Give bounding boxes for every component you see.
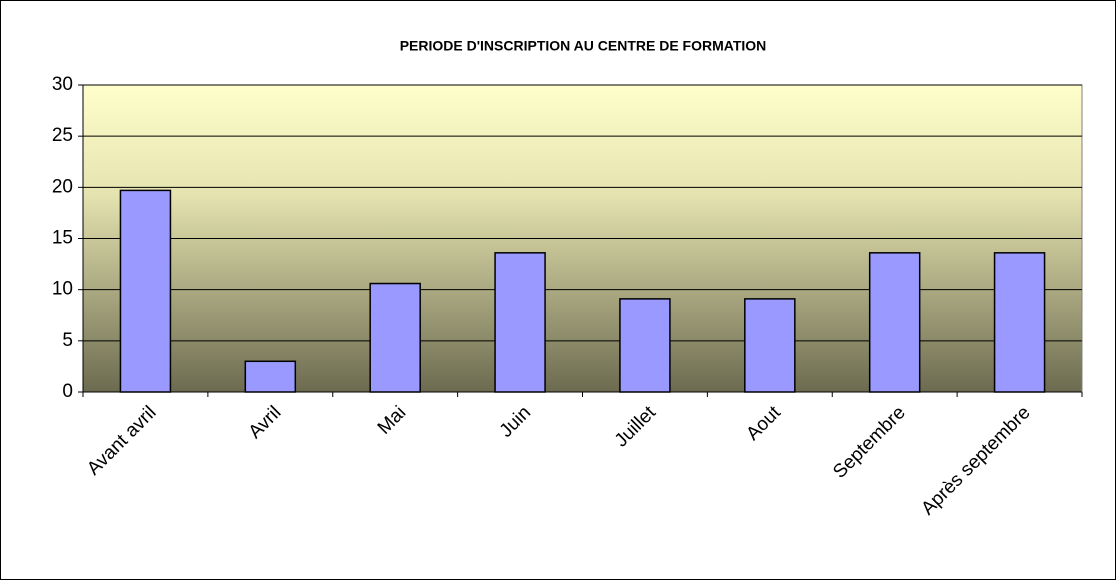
y-tick-label: 30 — [52, 74, 73, 95]
chart-title: PERIODE D'INSCRIPTION AU CENTRE DE FORMA… — [400, 38, 767, 54]
bar — [744, 298, 796, 393]
bar — [119, 189, 172, 393]
bar — [868, 252, 921, 393]
y-tick-label: 5 — [62, 330, 73, 351]
y-tick-label: 25 — [52, 125, 73, 146]
y-tick-label: 15 — [52, 228, 73, 249]
bar — [244, 360, 297, 393]
bar — [494, 252, 546, 393]
bar — [619, 298, 671, 393]
y-tick-label: 20 — [52, 176, 73, 197]
bar — [369, 282, 421, 393]
y-tick-label: 10 — [52, 279, 73, 300]
y-tick-label: 0 — [62, 381, 73, 402]
bar — [993, 252, 1046, 393]
